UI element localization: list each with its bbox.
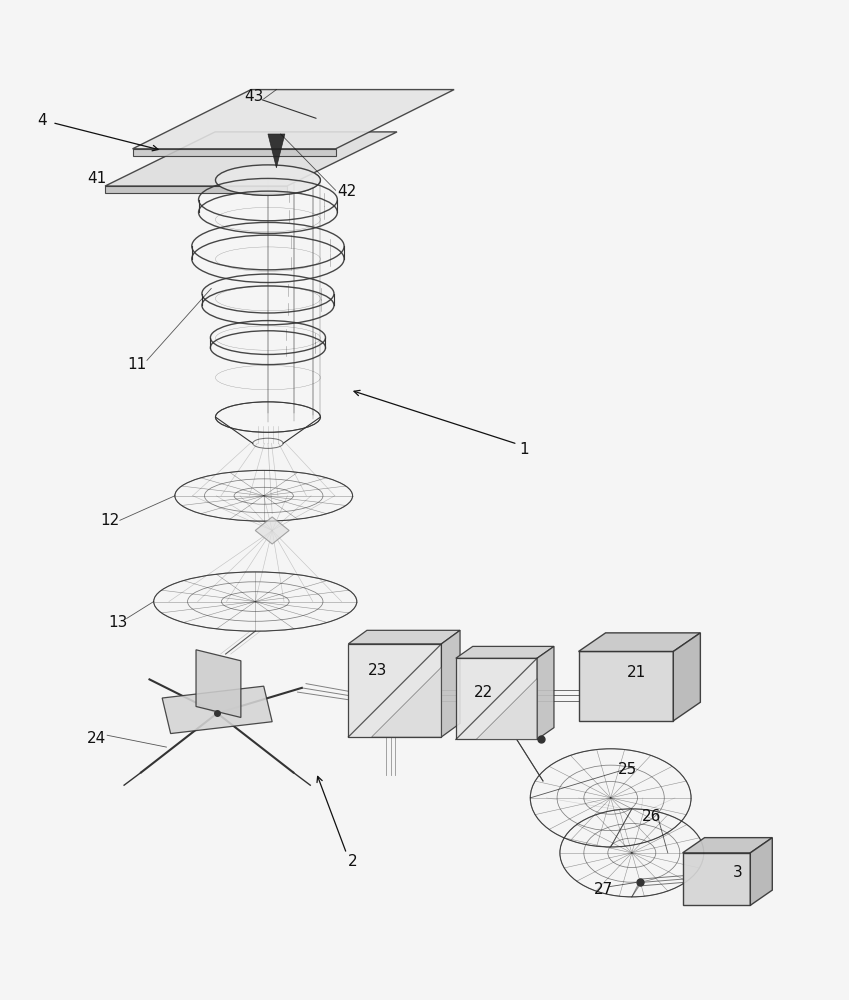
Text: 27: 27: [594, 882, 614, 897]
Polygon shape: [683, 853, 751, 905]
Polygon shape: [441, 630, 460, 737]
Text: 2: 2: [348, 854, 357, 869]
Text: 23: 23: [368, 663, 388, 678]
Text: 25: 25: [618, 762, 638, 777]
Text: 41: 41: [87, 171, 107, 186]
Polygon shape: [196, 650, 241, 717]
Polygon shape: [372, 667, 441, 737]
Polygon shape: [348, 644, 441, 737]
Ellipse shape: [216, 165, 320, 195]
Polygon shape: [751, 838, 773, 905]
Polygon shape: [256, 517, 290, 544]
Polygon shape: [132, 90, 454, 149]
Text: 13: 13: [109, 615, 128, 630]
Polygon shape: [456, 646, 554, 658]
Text: 1: 1: [520, 442, 529, 457]
Polygon shape: [105, 132, 397, 186]
Text: 26: 26: [642, 809, 661, 824]
Text: 3: 3: [733, 865, 743, 880]
Polygon shape: [348, 630, 460, 644]
Text: 43: 43: [244, 89, 263, 104]
Polygon shape: [476, 679, 537, 739]
Text: 21: 21: [627, 665, 646, 680]
Polygon shape: [578, 651, 673, 721]
Polygon shape: [537, 646, 554, 739]
Polygon shape: [683, 838, 773, 853]
Polygon shape: [132, 149, 335, 156]
Polygon shape: [162, 686, 273, 734]
Polygon shape: [578, 633, 700, 651]
Polygon shape: [268, 134, 285, 168]
Text: 42: 42: [337, 184, 357, 199]
Text: 12: 12: [100, 513, 120, 528]
Text: 22: 22: [474, 685, 493, 700]
Polygon shape: [673, 633, 700, 721]
Text: 24: 24: [87, 731, 106, 746]
Text: 4: 4: [37, 113, 47, 128]
Polygon shape: [456, 658, 537, 739]
Polygon shape: [105, 186, 287, 193]
Text: 11: 11: [127, 357, 146, 372]
